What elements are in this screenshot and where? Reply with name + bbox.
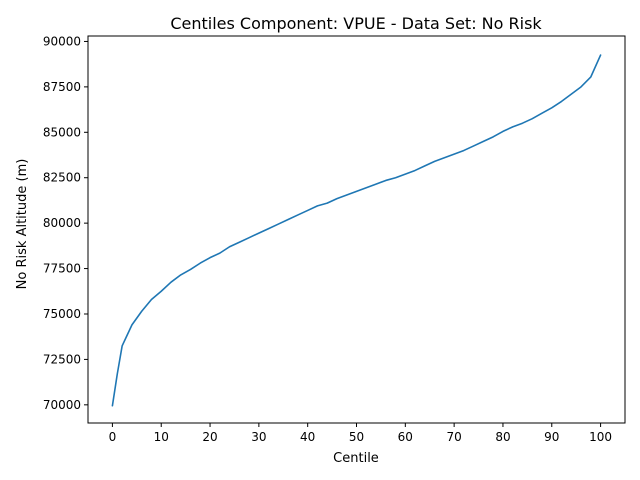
x-tick-label: 40 [300, 430, 315, 444]
y-tick-label: 72500 [43, 352, 81, 366]
x-tick-label: 50 [349, 430, 364, 444]
x-tick-label: 20 [202, 430, 217, 444]
x-tick-label: 70 [446, 430, 461, 444]
y-tick-label: 80000 [43, 216, 81, 230]
x-tick-label: 30 [251, 430, 266, 444]
y-tick-label: 87500 [43, 80, 81, 94]
y-tick-label: 82500 [43, 171, 81, 185]
x-tick-label: 80 [495, 430, 510, 444]
chart-title: Centiles Component: VPUE - Data Set: No … [170, 14, 542, 33]
y-tick-label: 75000 [43, 307, 81, 321]
x-tick-label: 60 [398, 430, 413, 444]
x-tick-label: 90 [544, 430, 559, 444]
x-tick-label: 10 [154, 430, 169, 444]
plot-area: 0 10 20 30 40 50 60 70 80 90 100 70000 72500 75000 775… [43, 34, 626, 444]
x-tick-label: 100 [589, 430, 612, 444]
y-axis-label: No Risk Altitude (m) [15, 159, 30, 290]
y-tick-label: 85000 [43, 125, 81, 139]
x-tick-label: 0 [109, 430, 117, 444]
y-tick-label: 77500 [43, 262, 81, 276]
y-tick-label: 90000 [43, 34, 81, 48]
x-axis-label: Centile [333, 451, 379, 466]
series-line [111, 54, 602, 407]
y-tick-label: 70000 [43, 398, 81, 412]
